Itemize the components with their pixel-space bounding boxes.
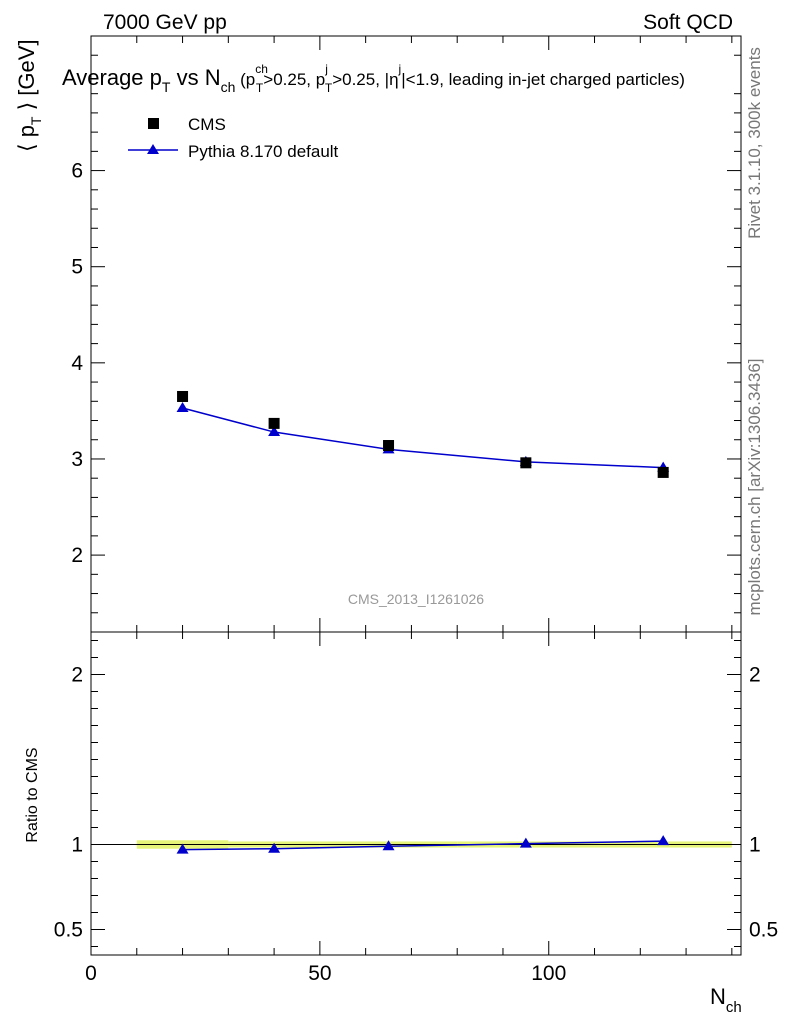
- y-tick-label: 2: [71, 544, 83, 567]
- pythia-ratio-point: [176, 843, 189, 854]
- cms-point: [520, 457, 532, 469]
- ratio-plot-panel: 0.5 0.5 1 1 2 2 0 50 100: [54, 631, 778, 985]
- plot-title: Average pT vs Nch (pch T>0.25, pj T>0.25, …: [62, 62, 685, 95]
- main-y-axis-title: ⟨ pT ⟩ [GeV]: [14, 39, 44, 152]
- y-tick-label: 3: [71, 448, 83, 471]
- legend-marker-square: [148, 118, 159, 129]
- y-tick-label-right: 0.5: [749, 919, 778, 942]
- header-left: 7000 GeV pp: [103, 11, 227, 34]
- mcplots-label: mcplots.cern.ch [arXiv:1306.3436]: [745, 358, 764, 615]
- main-plot-panel: 2 3 4 5 6: [71, 35, 742, 633]
- analysis-watermark: CMS_2013_I1261026: [348, 591, 484, 607]
- legend-label-pythia: Pythia 8.170 default: [188, 142, 339, 161]
- legend-marker-triangle: [147, 144, 159, 154]
- legend-entry-pythia: Pythia 8.170 default: [128, 142, 339, 161]
- y-tick-label: 5: [71, 256, 83, 279]
- x-tick-label: 0: [85, 962, 97, 985]
- plot-frame: [90, 631, 742, 956]
- x-axis-title: Nch: [710, 984, 742, 1016]
- rivet-label: Rivet 3.1.10, 300k events: [745, 47, 764, 239]
- pythia-line: [182, 407, 664, 469]
- header-right: Soft QCD: [643, 11, 733, 34]
- cms-point: [383, 440, 395, 452]
- pythia-ratio-point: [382, 840, 395, 851]
- cms-point: [268, 417, 280, 429]
- pythia-ratio-point: [268, 842, 281, 853]
- legend-label-cms: CMS: [188, 115, 226, 134]
- y-tick-label: 4: [71, 352, 83, 375]
- x-tick-label: 100: [531, 962, 566, 985]
- pythia-ratio-point: [657, 835, 670, 846]
- legend-entry-cms: CMS: [148, 115, 226, 134]
- y-tick-label: 2: [71, 664, 83, 687]
- pythia-ratio-point: [519, 837, 532, 848]
- y-tick-label: 0.5: [54, 919, 83, 942]
- x-tick-label: 50: [308, 962, 331, 985]
- y-tick-label: 6: [71, 160, 83, 183]
- pythia-point: [268, 426, 281, 437]
- cms-point: [177, 390, 189, 402]
- y-tick-label: 1: [71, 834, 83, 857]
- y-tick-label-right: 1: [749, 834, 761, 857]
- y-tick-label-right: 2: [749, 664, 761, 687]
- pythia-point: [176, 402, 189, 413]
- cms-point: [657, 466, 669, 478]
- legend: CMS Pythia 8.170 default: [128, 115, 339, 161]
- ratio-y-axis-title: Ratio to CMS: [24, 747, 41, 842]
